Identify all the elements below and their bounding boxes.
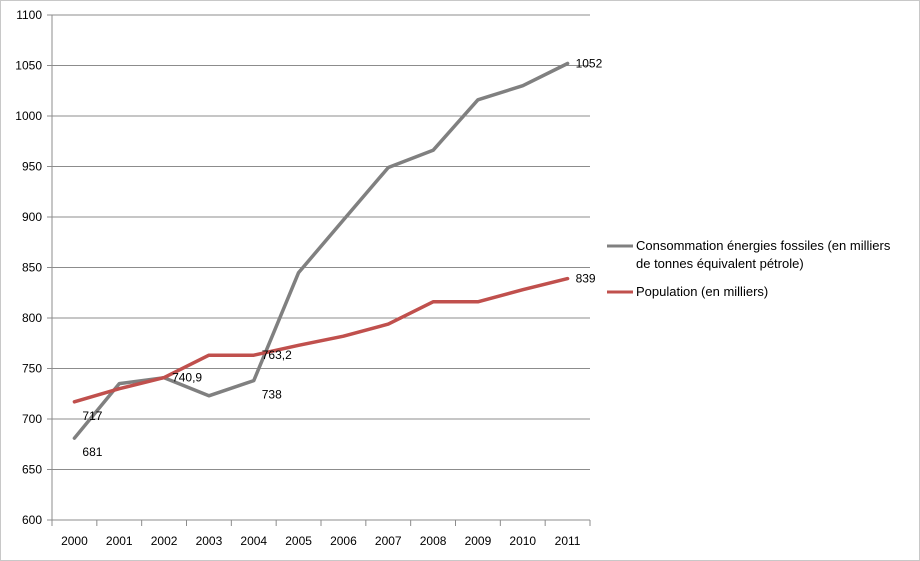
data-labels: 681 740,9 738 1052 717 763,2 839 — [82, 56, 602, 459]
y-tick-label: 1100 — [16, 8, 42, 22]
x-tick-label: 2010 — [509, 534, 536, 548]
x-tick-label: 2008 — [420, 534, 447, 548]
y-tick-label: 1050 — [15, 59, 42, 73]
x-tick-label: 2005 — [285, 534, 312, 548]
x-tick-label: 2006 — [330, 534, 357, 548]
y-tick-label: 600 — [22, 513, 42, 527]
data-label: 740,9 — [172, 371, 202, 385]
x-tick-label: 2002 — [151, 534, 178, 548]
data-label: 839 — [576, 272, 596, 286]
series-line-1 — [72, 276, 570, 404]
series-lines — [72, 61, 570, 440]
y-tick-label: 800 — [22, 311, 42, 325]
legend-entry-0: Consommation énergies fossiles (en milli… — [636, 238, 891, 253]
x-tick-label: 2007 — [375, 534, 402, 548]
legend-entry-0: de tonnes équivalent pétrole) — [636, 256, 804, 271]
x-tick-label: 2009 — [465, 534, 492, 548]
y-tick-label: 700 — [22, 412, 42, 426]
y-axis-ticks: 600 650 700 750 800 850 900 950 1000 1050 1100 — [15, 8, 52, 527]
data-label: 738 — [262, 388, 282, 402]
y-tick-label: 1000 — [15, 109, 42, 123]
x-tick-label: 2004 — [240, 534, 267, 548]
data-label: 681 — [82, 445, 102, 459]
x-axis-ticks: 2000 2001 2002 2003 2004 2005 2006 2007 2008 2009… — [51, 520, 591, 548]
y-tick-label: 850 — [22, 261, 42, 275]
y-tick-label: 650 — [22, 463, 42, 477]
x-tick-label: 2000 — [61, 534, 88, 548]
legend: Consommation énergies fossiles (en milli… — [607, 238, 891, 299]
legend-entry-1: Population (en milliers) — [636, 284, 768, 299]
y-tick-label: 950 — [22, 160, 42, 174]
x-tick-label: 2001 — [106, 534, 133, 548]
y-tick-label: 900 — [22, 210, 42, 224]
x-tick-label: 2011 — [555, 534, 581, 548]
data-label: 717 — [82, 409, 102, 423]
data-label: 763,2 — [262, 348, 292, 362]
x-tick-label: 2003 — [196, 534, 223, 548]
data-label: 1052 — [576, 56, 603, 70]
y-tick-label: 750 — [22, 362, 42, 376]
